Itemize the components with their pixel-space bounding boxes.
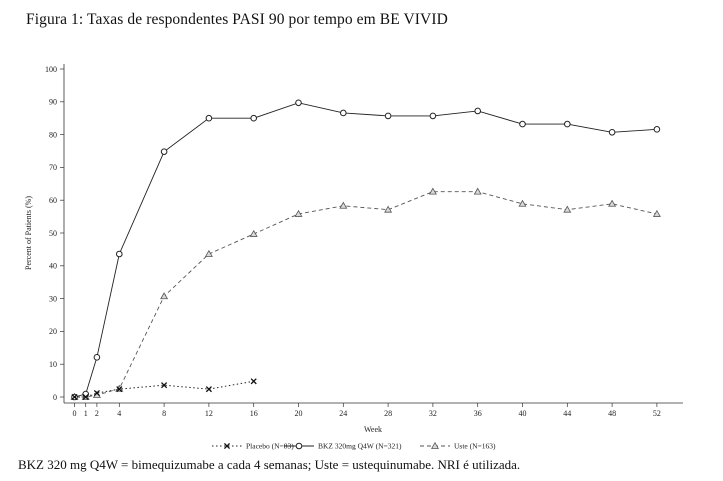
series-uste-point	[339, 201, 348, 209]
y-tick-label: 70	[49, 163, 57, 172]
y-tick-label: 50	[49, 229, 57, 238]
series-uste-point	[473, 187, 482, 195]
x-tick-label: 44	[563, 409, 571, 418]
series-uste-point	[249, 229, 258, 237]
legend-bkz-320mg-q4w-label: BKZ 320mg Q4W (N=321)	[318, 442, 402, 451]
y-tick-label: 40	[49, 262, 57, 271]
series-uste-point	[160, 292, 169, 300]
x-tick-label: 4	[117, 409, 121, 418]
series-placebo-point	[93, 390, 100, 397]
series-bkz-320mg-q4w-point	[116, 250, 123, 258]
legend-bkz-320mg-q4w: BKZ 320mg Q4W (N=321)	[284, 442, 402, 451]
series-bkz-320mg-q4w-point	[474, 107, 482, 115]
x-tick-label: 20	[295, 409, 303, 418]
y-tick-label: 30	[49, 294, 57, 303]
legend-bkz-320mg-q4w-swatch-point	[295, 442, 303, 450]
series-placebo-point	[161, 382, 168, 389]
chart-legend: Placebo (N=83) BKZ 320mg Q4W (N=321) Uste …	[212, 442, 496, 451]
series-bkz-320mg-q4w-point	[160, 148, 168, 155]
figure-title: Figura 1: Taxas de respondentes PASI 90 …	[26, 11, 448, 28]
series-placebo-point	[82, 393, 89, 401]
series-bkz-320mg-q4w-point	[384, 112, 392, 120]
y-tick-label: 0	[53, 393, 57, 402]
x-tick-label: 0	[73, 409, 77, 418]
series-uste-line	[74, 191, 657, 398]
legend-uste-swatch-point	[431, 441, 439, 449]
series-uste	[70, 187, 661, 400]
figure-footnote: BKZ 320 mg Q4W = bimequizumabe a cada 4 …	[18, 457, 521, 472]
series-placebo-point	[116, 386, 123, 393]
series-uste-point	[608, 199, 617, 207]
series-placebo	[71, 378, 257, 401]
y-tick-label: 100	[45, 65, 57, 74]
series-placebo-point	[205, 386, 212, 393]
x-tick-label: 16	[250, 409, 258, 418]
series-bkz-320mg-q4w-point	[340, 109, 347, 117]
legend-placebo-swatch-point	[223, 442, 231, 450]
series-bkz-320mg-q4w-point	[93, 354, 101, 361]
series-bkz-320mg-q4w-point	[564, 120, 571, 128]
chart-series	[70, 99, 661, 401]
legend-placebo-label: Placebo (N=83)	[246, 442, 294, 451]
x-tick-label: 24	[339, 409, 347, 418]
x-axis-label: Week	[364, 425, 382, 434]
series-bkz-320mg-q4w-point	[519, 120, 526, 128]
x-tick-label: 8	[162, 409, 166, 418]
legend-placebo: Placebo (N=83)	[212, 442, 294, 451]
series-placebo-point	[71, 393, 78, 401]
series-uste-point	[294, 209, 303, 217]
series-bkz-320mg-q4w-point	[295, 99, 302, 107]
series-uste-point	[428, 187, 437, 195]
x-tick-label: 2	[95, 409, 99, 418]
x-tick-label: 28	[384, 409, 392, 418]
x-tick-label: 1	[84, 409, 88, 418]
series-bkz-320mg-q4w-point	[205, 114, 213, 122]
series-uste-point	[652, 209, 661, 217]
y-axis-label: Percent of Patients (%)	[24, 196, 33, 270]
series-bkz-320mg-q4w-point	[429, 112, 437, 120]
y-tick-label: 60	[49, 196, 57, 205]
series-bkz-320mg-q4w-point	[653, 126, 661, 133]
y-tick-label: 90	[49, 98, 57, 107]
y-tick-label: 10	[49, 360, 57, 369]
x-tick-label: 40	[519, 409, 527, 418]
x-tick-label: 36	[474, 409, 482, 418]
series-bkz-320mg-q4w-line	[74, 102, 657, 398]
legend-uste: Uste (N=163)	[420, 442, 496, 451]
series-uste-point	[563, 205, 572, 213]
x-tick-label: 48	[608, 409, 616, 418]
legend-uste-label: Uste (N=163)	[454, 442, 496, 451]
series-placebo-line	[74, 380, 254, 398]
series-uste-point	[204, 249, 213, 257]
series-uste-point	[518, 199, 527, 207]
series-uste-point	[384, 205, 393, 213]
y-tick-label: 80	[49, 130, 57, 139]
series-bkz-320mg-q4w-point	[250, 114, 257, 122]
y-tick-label: 20	[49, 327, 57, 336]
x-tick-label: 12	[205, 409, 213, 418]
x-tick-label: 32	[429, 409, 437, 418]
series-bkz-320mg-q4w	[71, 99, 661, 401]
series-placebo-point	[250, 378, 257, 385]
x-tick-label: 52	[653, 409, 661, 418]
series-bkz-320mg-q4w-point	[608, 129, 616, 136]
